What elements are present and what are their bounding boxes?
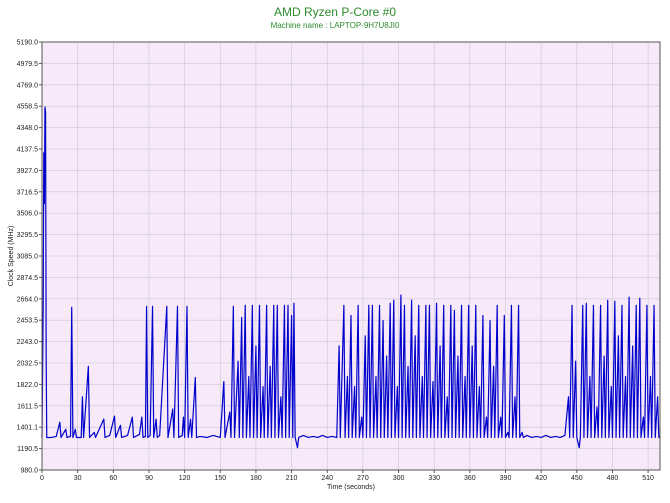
x-tick-label: 30 [74,475,82,482]
x-tick-label: 390 [500,475,512,482]
y-tick-label: 2874.5 [17,275,39,282]
y-tick-label: 2032.5 [17,361,39,368]
y-tick-label: 3506.0 [17,211,39,218]
chart-title: AMD Ryzen P-Core #0 [273,5,397,19]
x-tick-label: 90 [145,475,153,482]
x-tick-label: 180 [250,475,262,482]
plot-border [41,41,661,471]
chart-subtitle: Machine name : LAPTOP-9H7U8JI0 [270,21,400,30]
y-tick-label: 4558.5 [17,104,39,111]
x-tick-label: 270 [357,475,369,482]
x-tick-label: 120 [179,475,191,482]
x-axis-title: Time (seconds) [327,484,375,491]
y-tick-label: 980.0 [20,468,38,475]
x-tick-label: 450 [571,475,583,482]
y-axis-title: Clock Speed (MHz) [8,226,15,287]
y-tick-label: 4979.5 [17,61,39,68]
x-tick-label: 210 [286,475,298,482]
x-tick-label: 240 [321,475,333,482]
x-tick-label: 480 [607,475,619,482]
y-tick-label: 2664.0 [17,296,39,303]
y-tick-label: 1190.5 [17,446,38,453]
y-tick-label: 2243.0 [17,339,39,346]
x-tick-label: 150 [214,475,226,482]
grid [42,42,660,470]
y-tick-label: 4137.5 [17,147,39,154]
x-tick-label: 420 [535,475,547,482]
axis-ticks: 980.0 1190.5 1401.1 1611.5 1822.0 2032.5 2243.… [17,40,654,483]
y-tick-label: 3716.5 [17,189,39,196]
y-tick-label: 5190.0 [17,40,39,47]
x-tick-label: 300 [393,475,405,482]
y-tick-label: 1401.1 [17,425,39,432]
x-tick-label: 60 [109,475,117,482]
y-tick-label: 4348.0 [17,125,39,132]
y-tick-label: 3295.5 [17,232,39,239]
x-tick-label: 0 [40,475,44,482]
y-tick-label: 1611.5 [17,403,38,410]
x-tick-label: 330 [428,475,440,482]
y-tick-label: 4769.0 [17,82,39,89]
y-tick-label: 3927.0 [17,168,39,175]
x-tick-label: 510 [642,475,654,482]
series-line-clock-speed [41,106,660,449]
y-tick-label: 1822.0 [17,382,39,389]
x-tick-label: 360 [464,475,476,482]
y-tick-label: 3085.0 [17,254,39,261]
y-tick-label: 2453.5 [17,318,39,325]
